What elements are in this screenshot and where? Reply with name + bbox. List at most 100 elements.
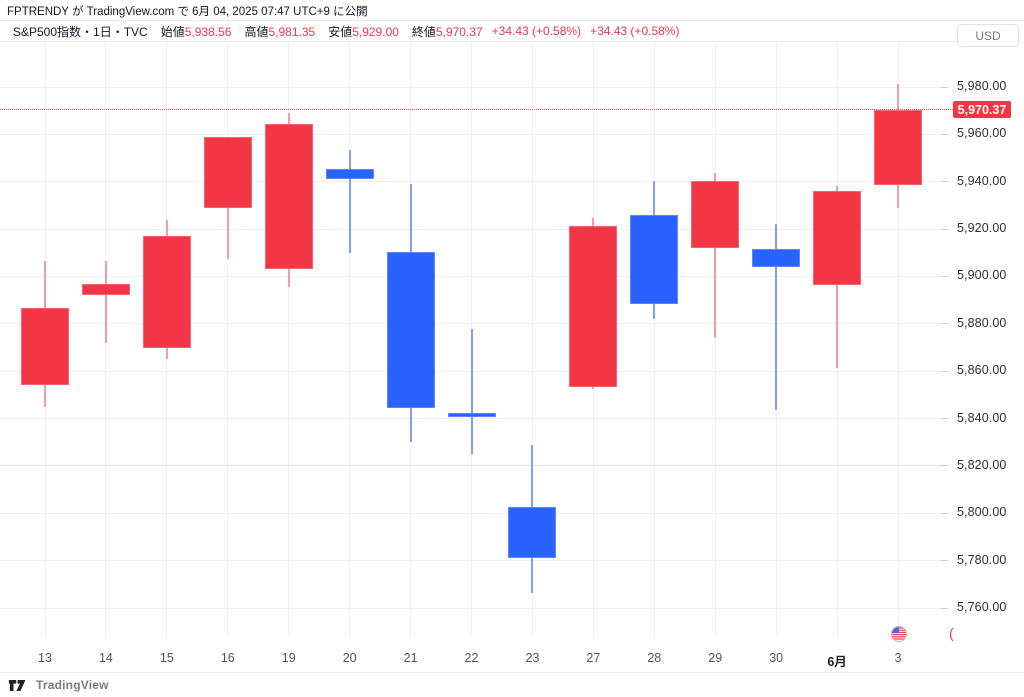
candle-16 — [203, 136, 252, 208]
price-axis[interactable]: 5,970.37 5,980.00 5,960.00 5,940.00 5,920.0… — [941, 43, 1024, 672]
candle-28 — [630, 214, 679, 304]
time-tick-label: 15 — [159, 651, 174, 665]
price-tick-label: 5,920.00 — [957, 221, 1007, 236]
time-tick-label: 28 — [647, 651, 662, 665]
header-divider — [0, 20, 1024, 21]
time-tick-label: 21 — [403, 651, 418, 665]
vertical-gridline — [653, 43, 655, 637]
price-tick-label: 5,820.00 — [957, 457, 1007, 472]
price-tick-label: 5,760.00 — [957, 600, 1007, 615]
candle-wick-low — [592, 386, 595, 389]
legend-change: +34.43 (+0.58%) — [491, 24, 582, 38]
horizontal-gridline — [0, 133, 941, 135]
vertical-gridline — [349, 43, 351, 637]
candle-wick-low — [714, 248, 717, 339]
tradingview-logo-icon[interactable] — [8, 679, 30, 692]
vertical-gridline — [531, 43, 533, 637]
time-tick-label: 23 — [525, 651, 540, 665]
candle-22 — [447, 413, 496, 417]
price-tick — [941, 228, 948, 230]
vertical-gridline — [897, 43, 899, 637]
price-tick-label: 5,780.00 — [957, 552, 1007, 567]
legend-change-2: +34.43 (+0.58%) — [590, 24, 680, 38]
candle-wick-low — [409, 407, 412, 443]
price-tick — [941, 323, 948, 325]
candle-wick-high — [531, 444, 534, 508]
time-tick-label: 20 — [342, 651, 357, 665]
price-tick-label: 5,980.00 — [957, 79, 1007, 93]
candle-wick-low — [653, 303, 656, 320]
attribution-text: FPTRENDY が TradingView.com で 6月 04, 2025… — [7, 6, 368, 18]
horizontal-gridline — [0, 323, 941, 325]
candle-21 — [386, 251, 435, 408]
candle-29 — [691, 180, 740, 249]
horizontal-gridline — [0, 181, 941, 183]
time-tick-label: 27 — [586, 651, 601, 665]
time-tick-label: 22 — [464, 651, 479, 665]
price-tick-label: 5,960.00 — [957, 126, 1007, 141]
horizontal-gridline — [0, 607, 941, 609]
time-axis[interactable]: 13 14 15 16 19 20 21 22 23 27 28 29 30 6月 3 — [0, 644, 941, 672]
candle-23 — [508, 507, 557, 559]
candle-wick-high — [104, 261, 107, 284]
price-tick — [941, 181, 948, 183]
footer-bar: TradingView — [0, 672, 1024, 697]
candle-wick-high — [897, 83, 900, 110]
candle-30 — [752, 249, 801, 267]
price-tick — [941, 370, 948, 372]
candle-wick-low — [775, 267, 778, 411]
candle-wick-high — [348, 149, 351, 169]
currency-toggle-button[interactable]: USD — [957, 24, 1019, 47]
candle-19 — [264, 123, 313, 270]
candle-wick-high — [287, 113, 290, 124]
price-tick — [941, 275, 948, 277]
price-tick — [941, 418, 948, 420]
price-tick-label: 5,860.00 — [957, 363, 1007, 378]
time-tick-label: 30 — [769, 651, 784, 665]
candle-6月 — [813, 191, 862, 285]
candle-wick-low — [897, 185, 900, 208]
candle-wick-high — [775, 224, 778, 250]
time-tick-label: 14 — [98, 651, 113, 665]
candle-wick-high — [836, 186, 839, 192]
truncated-red-glyph: ( — [949, 625, 954, 641]
legend-low: 安値5,929.00 — [328, 24, 399, 39]
candle-wick-high — [470, 328, 473, 414]
price-tick — [941, 560, 948, 562]
price-tick — [941, 86, 948, 88]
horizontal-gridline — [0, 465, 941, 467]
time-tick-label: 6月 — [827, 655, 847, 669]
us-flag-icon — [891, 626, 907, 642]
time-tick-label: 3 — [894, 651, 902, 665]
footer-brand-label[interactable]: TradingView — [36, 678, 109, 692]
price-tick-label: 5,840.00 — [957, 410, 1007, 425]
candle-wick-low — [531, 558, 534, 593]
chart-plot-area[interactable] — [0, 43, 941, 672]
price-tick-label: 5,940.00 — [957, 173, 1007, 188]
candle-wick-low — [165, 347, 168, 360]
horizontal-gridline — [0, 228, 941, 230]
candle-27 — [569, 225, 618, 387]
candle-20 — [325, 168, 374, 180]
horizontal-gridline — [0, 512, 941, 514]
candle-wick-low — [44, 385, 46, 407]
price-tick — [941, 465, 948, 467]
price-tick — [941, 607, 948, 609]
candle-3 — [874, 109, 923, 186]
chart-legend: S&P500指数・1日・TVC 始値5,938.56 高値5,981.35 安値… — [0, 21, 957, 42]
candle-wick-low — [104, 295, 107, 343]
horizontal-gridline — [0, 86, 941, 88]
time-tick-label: 13 — [38, 651, 52, 665]
horizontal-gridline — [0, 275, 941, 277]
candle-13 — [21, 308, 69, 386]
price-tick — [941, 512, 948, 514]
time-tick-label: 16 — [220, 651, 235, 665]
candle-wick-low — [470, 416, 473, 455]
symbol-title[interactable]: S&P500指数・1日・TVC — [13, 24, 148, 39]
legend-close: 終値5,970.37 — [411, 24, 483, 39]
vertical-gridline — [227, 43, 229, 637]
price-tick-label: 5,900.00 — [957, 268, 1007, 283]
candle-15 — [142, 236, 191, 348]
price-tick — [941, 133, 948, 135]
candle-wick-high — [44, 261, 46, 309]
